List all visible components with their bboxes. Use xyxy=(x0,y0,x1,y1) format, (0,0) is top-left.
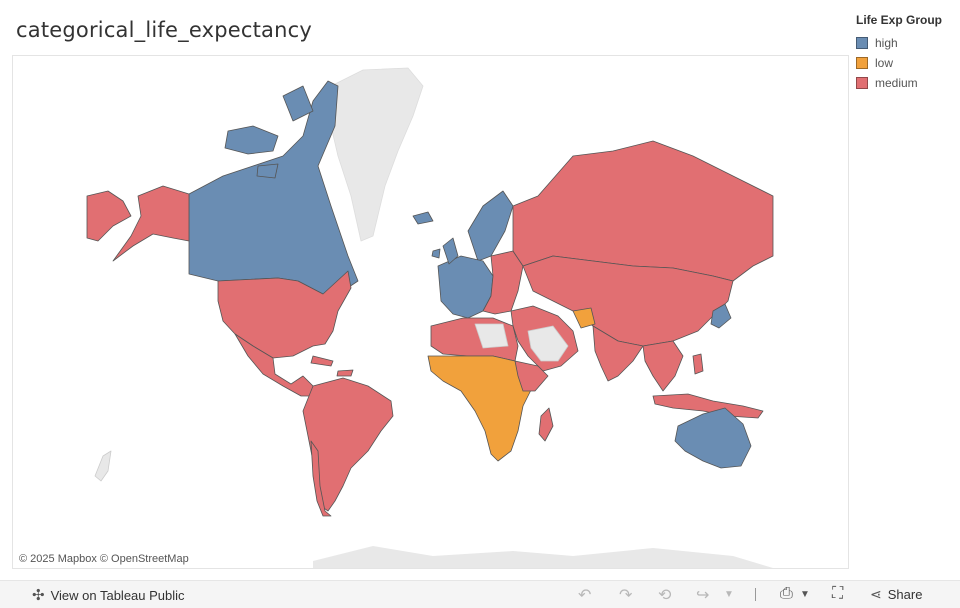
map-view[interactable]: © 2025 Mapbox © OpenStreetMap xyxy=(12,55,849,569)
fullscreen-icon[interactable]: ⛶ xyxy=(832,585,844,602)
region-caribbean[interactable] xyxy=(310,355,354,377)
share-button[interactable]: ⋖ Share xyxy=(870,586,922,603)
region-madagascar[interactable] xyxy=(538,407,554,442)
region-philippines[interactable] xyxy=(692,353,704,375)
region-central-asia[interactable] xyxy=(522,255,734,347)
region-uk[interactable] xyxy=(431,237,459,265)
region-iceland[interactable] xyxy=(412,211,434,225)
region-greenland[interactable] xyxy=(330,67,424,242)
region-new-zealand[interactable] xyxy=(94,450,112,482)
legend-item-high[interactable]: high xyxy=(856,33,956,53)
page-title: categorical_life_expectancy xyxy=(16,18,313,42)
region-sub-saharan-africa[interactable] xyxy=(427,355,534,462)
legend: Life Exp Group high low medium xyxy=(856,13,956,93)
toolbar-divider xyxy=(755,588,756,601)
revert-icon[interactable]: ⟲ xyxy=(658,587,672,604)
region-chukotka[interactable] xyxy=(86,190,132,242)
region-sahara-nodata[interactable] xyxy=(474,323,509,349)
region-saudi[interactable] xyxy=(527,325,569,362)
world-map[interactable] xyxy=(13,56,848,568)
view-on-tableau-button[interactable]: ✣ View on Tableau Public xyxy=(32,586,185,604)
legend-label: high xyxy=(875,36,898,50)
region-afghanistan[interactable] xyxy=(572,307,596,329)
region-japan[interactable] xyxy=(710,303,732,329)
region-canada-islands[interactable] xyxy=(224,85,314,179)
toolbar: ✣ View on Tableau Public ↶ ↷ ⟲ ↪ ▼ ⎙ ▼ ⛶… xyxy=(0,580,960,608)
legend-label: medium xyxy=(875,76,918,90)
region-alaska[interactable] xyxy=(112,185,190,262)
chevron-down-icon[interactable]: ▼ xyxy=(724,589,734,600)
chevron-down-icon[interactable]: ▼ xyxy=(800,589,810,600)
legend-swatch xyxy=(856,77,868,89)
legend-title: Life Exp Group xyxy=(856,13,943,27)
legend-item-medium[interactable]: medium xyxy=(856,73,956,93)
region-scandinavia[interactable] xyxy=(467,190,514,262)
tableau-logo-icon: ✣ xyxy=(32,587,45,604)
region-southeast-asia[interactable] xyxy=(642,340,684,392)
legend-swatch xyxy=(856,37,868,49)
redo-icon[interactable]: ↷ xyxy=(619,587,633,604)
region-antarctica[interactable] xyxy=(313,546,773,568)
share-icon: ⋖ xyxy=(870,586,882,602)
legend-swatch xyxy=(856,57,868,69)
legend-item-low[interactable]: low xyxy=(856,53,956,73)
region-canada[interactable] xyxy=(188,80,359,295)
region-australia[interactable] xyxy=(674,407,752,469)
region-chile[interactable] xyxy=(310,440,332,517)
region-indonesia[interactable] xyxy=(652,393,764,419)
undo-icon[interactable]: ↶ xyxy=(578,587,592,604)
map-attribution[interactable]: © 2025 Mapbox © OpenStreetMap xyxy=(17,552,191,566)
refresh-icon[interactable]: ↪ xyxy=(696,587,710,604)
region-india[interactable] xyxy=(592,325,644,382)
view-on-tableau-label: View on Tableau Public xyxy=(50,587,185,603)
region-east-africa[interactable] xyxy=(514,360,549,392)
region-usa[interactable] xyxy=(217,270,352,359)
download-icon[interactable]: ⎙ xyxy=(780,585,793,602)
share-label: Share xyxy=(887,587,923,602)
legend-label: low xyxy=(875,56,894,70)
